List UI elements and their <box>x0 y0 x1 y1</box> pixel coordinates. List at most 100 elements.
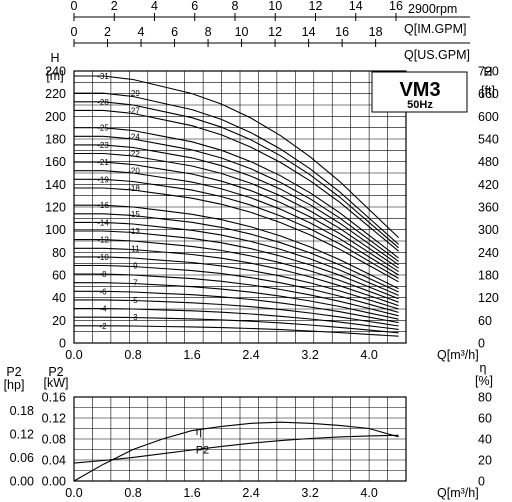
x-tick-label: 2.4 <box>242 348 259 362</box>
kw-tick-label: 0.08 <box>42 433 66 447</box>
ft-tick-label: 720 <box>478 65 499 79</box>
stage-label: -22 <box>128 150 140 159</box>
head-curve <box>74 75 399 238</box>
stage-label: -18 <box>128 184 140 193</box>
stage-label: -9 <box>130 261 138 270</box>
kw-tick-label: 0.16 <box>42 391 66 405</box>
im-gpm-tick-label: 14 <box>349 0 363 13</box>
y-tick-label: 220 <box>45 87 66 101</box>
stage-label: -5 <box>130 296 138 305</box>
head-curve <box>74 144 399 266</box>
stage-label: -12 <box>97 236 109 245</box>
im-gpm-tick-label: 8 <box>232 0 239 13</box>
title-box <box>371 71 468 113</box>
ft-tick-label: 420 <box>478 178 499 192</box>
power-curve <box>73 434 399 464</box>
y-tick-label: 100 <box>45 223 66 237</box>
stage-label: -8 <box>99 270 107 279</box>
ft-tick-label: 660 <box>478 87 499 101</box>
y-tick-label: 20 <box>52 314 66 328</box>
im-gpm-tick-label: 10 <box>268 0 282 13</box>
plot-frame <box>73 396 407 482</box>
y-axis-unit: [m] <box>46 69 63 83</box>
y-tick-label: 40 <box>52 291 66 305</box>
hp-axis-unit: [hp] <box>4 378 25 392</box>
head-curve <box>74 92 399 245</box>
x-tick-label: 3.2 <box>301 348 318 362</box>
ft-axis-name: H <box>483 65 492 79</box>
head-curve <box>74 316 399 334</box>
head-curve <box>74 239 399 303</box>
stage-label: -20 <box>128 167 140 176</box>
eta-axis-name: η <box>480 361 487 375</box>
stage-label: -24 <box>128 132 140 141</box>
stage-label: -23 <box>97 141 109 150</box>
kw-axis-name: P2 <box>48 365 63 379</box>
stage-label: -4 <box>99 305 107 314</box>
stage-label: -27 <box>128 106 140 115</box>
head-plot: 0204060801001201401601802002202400601201… <box>45 0 499 362</box>
stage-label: -6 <box>99 287 107 296</box>
stage-label: -14 <box>97 218 109 227</box>
efficiency-curve <box>73 421 399 482</box>
ft-tick-label: 540 <box>478 133 499 147</box>
im-gpm-unit: Q[IM.GPM] <box>404 22 467 36</box>
stage-label: -2 <box>99 322 107 331</box>
hp-tick-label: 0.00 <box>10 475 34 489</box>
head-curve <box>74 101 399 249</box>
x-axis-unit: Q[m³/h] <box>437 348 479 362</box>
x-tick-label: 0.0 <box>65 348 82 362</box>
chart-title: VM3 <box>399 79 440 101</box>
y-tick-label: 0 <box>59 337 66 351</box>
us-gpm-tick-label: 0 <box>71 25 78 39</box>
head-curve <box>74 282 399 320</box>
head-curve <box>74 170 399 276</box>
hp-axis-name: P2 <box>6 365 21 379</box>
hp-tick-label: 0.12 <box>10 428 34 442</box>
hp-tick-label: 0.18 <box>10 404 34 418</box>
head-curve <box>74 127 399 259</box>
stage-label: -15 <box>128 210 140 219</box>
im-gpm-tick-label: 6 <box>191 0 198 13</box>
eta-tick-label: 20 <box>478 454 492 468</box>
head-curve <box>74 264 399 313</box>
head-curve <box>74 204 399 290</box>
ft-tick-label: 0 <box>478 337 485 351</box>
y-axis-name: H <box>50 51 59 65</box>
us-gpm-tick-label: 18 <box>369 25 383 39</box>
im-gpm-tick-label: 16 <box>389 0 403 13</box>
eta-axis-unit: [%] <box>475 374 493 388</box>
x-tick-label: 0.8 <box>124 348 141 362</box>
us-gpm-tick-label: 10 <box>235 25 249 39</box>
chart-subtitle: 50Hz <box>407 99 433 111</box>
ft-tick-label: 120 <box>478 291 499 305</box>
x-tick-label: 1.6 <box>183 486 200 500</box>
im-gpm-tick-label: 2 <box>111 0 118 13</box>
im-gpm-tick-label: 0 <box>71 0 78 13</box>
stage-label: -25 <box>97 124 109 133</box>
ft-tick-label: 480 <box>478 155 499 169</box>
ft-tick-label: 60 <box>478 314 492 328</box>
ft-tick-label: 600 <box>478 110 499 124</box>
ft-tick-label: 300 <box>478 223 499 237</box>
ft-tick-label: 360 <box>478 201 499 215</box>
y-tick-label: 80 <box>52 246 66 260</box>
head-curve <box>74 187 399 283</box>
head-curve <box>74 152 399 269</box>
x-axis-unit: Q[m³/h] <box>437 486 479 500</box>
us-gpm-tick-label: 6 <box>171 25 178 39</box>
eta-tick-label: 0 <box>478 475 485 489</box>
eta-tick-label: 60 <box>478 412 492 426</box>
y-tick-label: 60 <box>52 269 66 283</box>
head-curve <box>74 213 399 293</box>
x-tick-label: 2.4 <box>242 486 259 500</box>
stage-label: -11 <box>129 244 141 253</box>
head-curve <box>74 273 399 317</box>
us-gpm-tick-label: 12 <box>268 25 282 39</box>
us-gpm-tick-label: 14 <box>302 25 316 39</box>
stage-label: -21 <box>97 158 109 167</box>
head-curve <box>74 325 399 337</box>
kw-tick-label: 0.12 <box>42 412 66 426</box>
y-tick-label: 200 <box>45 110 66 124</box>
stage-label: -7 <box>130 279 138 288</box>
